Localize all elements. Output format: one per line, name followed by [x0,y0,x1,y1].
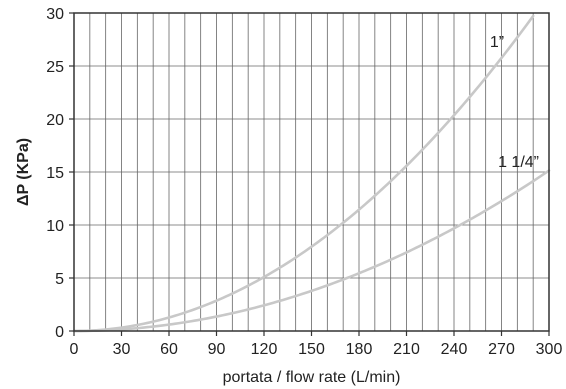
y-tick-label: 30 [46,6,64,23]
x-tick-label: 30 [113,341,131,358]
x-tick-label: 0 [70,341,79,358]
series-line-0 [72,14,535,333]
x-tick-label: 90 [208,341,226,358]
x-tick-labels: 0 30 60 90 120 150 180 210 240 270 300 [70,341,563,358]
series-lines [72,14,551,333]
series-label-0: 1” [490,34,504,51]
series-line-1 [72,169,551,333]
x-tick-label: 240 [441,341,468,358]
x-tick-label: 210 [393,341,420,358]
x-tick-label: 60 [160,341,178,358]
x-tick-label: 150 [298,341,325,358]
y-tick-label: 10 [46,218,64,235]
y-tick-label: 20 [46,112,64,129]
y-tick-label: 25 [46,59,64,76]
x-axis-label: portata / flow rate (L/min) [223,369,401,386]
y-axis-label: ΔP (KPa) [15,138,32,206]
x-tick-label: 300 [536,341,563,358]
y-tick-label: 5 [55,271,64,288]
y-tick-label: 15 [46,165,64,182]
series-label-1: 1 1/4” [498,154,539,171]
series-labels: 1” 1 1/4” [490,34,539,171]
y-tick-label: 0 [55,324,64,341]
x-tick-label: 270 [488,341,515,358]
y-tick-labels: 0 5 10 15 20 25 30 [46,6,64,341]
x-tick-label: 120 [251,341,278,358]
x-tick-label: 180 [346,341,373,358]
axes [69,12,550,336]
grid [74,13,549,331]
